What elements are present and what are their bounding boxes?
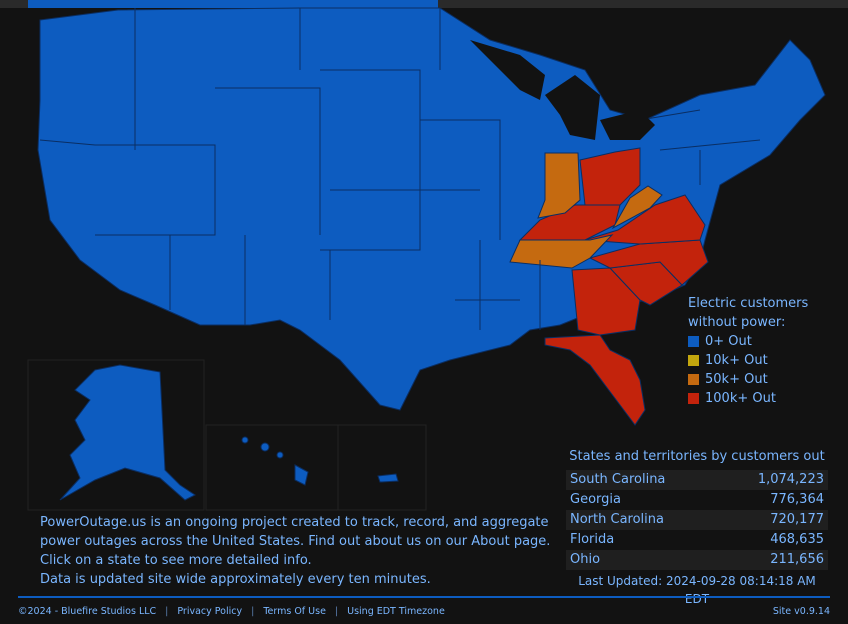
state-name: South Carolina: [570, 472, 666, 487]
state-alaska[interactable]: [59, 364, 196, 501]
legend-item-2: 50k+ Out: [688, 370, 808, 389]
site-version: Site v0.9.14: [772, 605, 830, 617]
about-text: PowerOutage.us is an ongoing project cre…: [40, 513, 560, 589]
footer-separator: |: [165, 605, 169, 617]
legend-item-1: 10k+ Out: [688, 351, 808, 370]
state-tennessee[interactable]: [509, 234, 614, 269]
map-legend: Electric customers without power: 0+ Out…: [688, 294, 808, 408]
table-row[interactable]: Florida 468,635: [566, 530, 828, 550]
legend-label: 0+ Out: [705, 334, 752, 349]
state-name: North Carolina: [570, 512, 664, 527]
customers-out: 720,177: [770, 512, 824, 527]
footer-separator: |: [251, 605, 255, 617]
state-hawaii[interactable]: [241, 436, 309, 486]
legend-swatch: [688, 393, 699, 404]
customers-out: 211,656: [770, 552, 824, 567]
copyright: ©2024 - Bluefire Studios LLC: [18, 605, 157, 617]
legend-swatch: [688, 336, 699, 347]
about-line: PowerOutage.us is an ongoing project cre…: [40, 515, 549, 530]
customers-out: 1,074,223: [757, 472, 824, 487]
legend-item-0: 0+ Out: [688, 332, 808, 351]
timezone-link[interactable]: Using EDT Timezone: [347, 605, 445, 617]
table-row[interactable]: South Carolina 1,074,223: [566, 470, 828, 490]
customers-out: 468,635: [770, 532, 824, 547]
last-updated: Last Updated: 2024-09-28 08:14:18 AM EDT: [578, 574, 816, 606]
table-row[interactable]: Georgia 776,364: [566, 490, 828, 510]
state-west-virginia[interactable]: [611, 185, 663, 230]
great-lakes: [470, 40, 655, 140]
state-name: Georgia: [570, 492, 621, 507]
legend-label: 50k+ Out: [705, 372, 768, 387]
legend-subtitle: without power:: [688, 315, 786, 330]
legend-swatch: [688, 374, 699, 385]
territory-puerto-rico[interactable]: [377, 473, 399, 483]
footer: ©2024 - Bluefire Studios LLC | Privacy P…: [18, 596, 830, 624]
table-row[interactable]: North Carolina 720,177: [566, 510, 828, 530]
state-indiana[interactable]: [537, 152, 581, 219]
about-line: Data is updated site wide approximately …: [40, 572, 431, 587]
state-name: Ohio: [570, 552, 601, 567]
legend-swatch: [688, 355, 699, 366]
legend-item-3: 100k+ Out: [688, 389, 808, 408]
footer-separator: |: [334, 605, 339, 617]
legend-label: 100k+ Out: [705, 391, 776, 406]
about-line: power outages across the United States. …: [40, 534, 551, 549]
puerto-rico-inset: [337, 424, 427, 511]
outage-panel: States and territories by customers out …: [566, 448, 828, 608]
state-name: Florida: [570, 532, 615, 547]
legend-label: 10k+ Out: [705, 353, 768, 368]
outage-panel-title: States and territories by customers out: [569, 449, 825, 464]
legend-title: Electric customers: [688, 296, 809, 311]
state-florida[interactable]: [544, 334, 646, 426]
hawaii-inset: [205, 424, 339, 511]
table-row[interactable]: Ohio 211,656: [566, 550, 828, 570]
terms-of-use-link[interactable]: Terms Of Use: [263, 605, 326, 617]
state-virginia[interactable]: [584, 194, 706, 245]
customers-out: 776,364: [770, 492, 824, 507]
privacy-policy-link[interactable]: Privacy Policy: [177, 605, 243, 617]
about-line: Click on a state to see more detailed in…: [40, 553, 312, 568]
outage-table: South Carolina 1,074,223 Georgia 776,364…: [566, 470, 828, 570]
